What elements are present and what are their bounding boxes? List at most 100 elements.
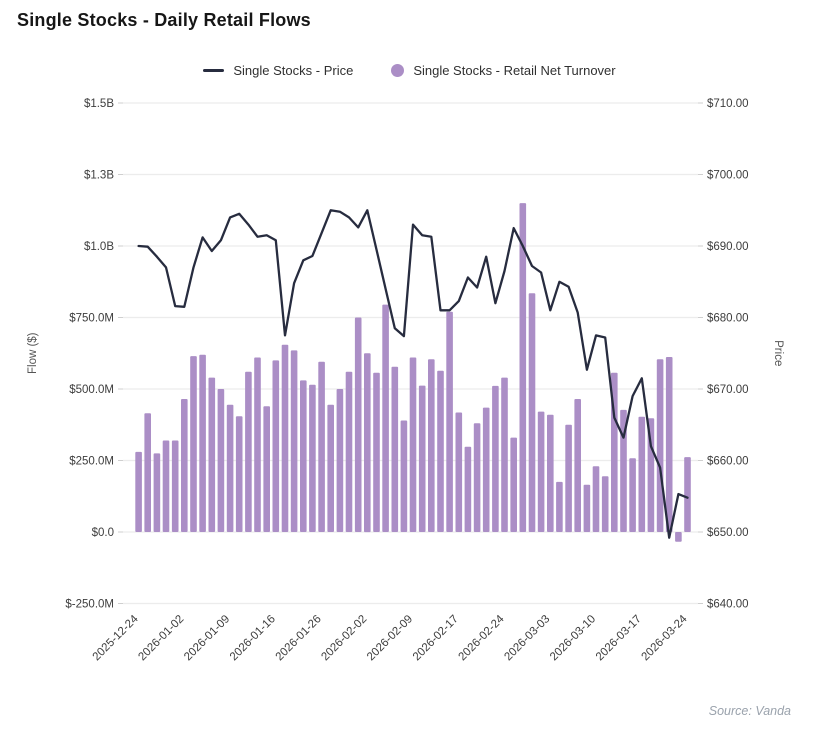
turnover-bar [217, 389, 225, 532]
svg-text:2026-02-09: 2026-02-09 [365, 613, 415, 663]
y-axis-left: $1.5B $1.3B $1.0B $750.0M $500.0M $250.0M $0.0… [65, 98, 114, 611]
svg-text:2026-01-26: 2026-01-26 [274, 613, 324, 663]
svg-text:$0.0: $0.0 [92, 527, 114, 539]
svg-text:$680.00: $680.00 [707, 313, 749, 325]
turnover-bar [601, 476, 609, 532]
svg-text:2026-03-10: 2026-03-10 [548, 613, 598, 663]
svg-text:2026-02-02: 2026-02-02 [319, 613, 369, 663]
turnover-bar [382, 304, 389, 532]
turnover-bar [428, 359, 435, 532]
turnover-bar [354, 317, 362, 532]
turnover-bar [144, 413, 151, 532]
turnover-bar [190, 356, 197, 532]
svg-text:$710.00: $710.00 [707, 98, 749, 110]
turnover-bar [418, 385, 426, 532]
turnover-bar [492, 385, 499, 532]
turnover-bar [181, 399, 188, 532]
turnover-bar [446, 311, 453, 532]
turnover-bar [647, 418, 655, 532]
turnover-circle-icon [391, 64, 405, 77]
turnover-bar [162, 440, 170, 532]
svg-text:$-250.0M: $-250.0M [65, 599, 114, 611]
svg-text:$250.0M: $250.0M [69, 456, 114, 468]
legend-item-turnover[interactable]: Single Stocks - Retail Net Turnover [391, 63, 616, 78]
turnover-bar [327, 404, 334, 532]
turnover-bar [519, 203, 527, 532]
svg-text:2026-02-17: 2026-02-17 [411, 613, 461, 663]
turnover-bar [400, 420, 408, 532]
turnover-bar [364, 353, 371, 533]
svg-text:$660.00: $660.00 [707, 456, 749, 468]
turnover-bar [391, 366, 399, 532]
price-line-icon [203, 69, 225, 72]
turnover-bar [620, 409, 627, 532]
flow-axis-title: Flow ($) [27, 332, 39, 374]
svg-text:$670.00: $670.00 [707, 384, 749, 396]
turnover-bar [638, 416, 646, 532]
turnover-bar [345, 371, 353, 532]
turnover-bar [665, 357, 673, 532]
turnover-bar [336, 389, 344, 532]
turnover-bar [528, 293, 536, 532]
turnover-bar [574, 399, 581, 532]
y-axis-right: $710.00 $700.00 $690.00 $680.00 $670.00 $660.… [707, 98, 749, 611]
turnover-bar [226, 404, 234, 532]
svg-text:$700.00: $700.00 [707, 170, 749, 182]
turnover-bar [263, 406, 270, 532]
legend-price-label: Single Stocks - Price [233, 63, 354, 78]
svg-text:$750.0M: $750.0M [69, 313, 114, 325]
turnover-bar [245, 371, 252, 532]
turnover-bar [437, 370, 444, 532]
legend-item-price[interactable]: Single Stocks - Price [203, 63, 353, 78]
turnover-bar [482, 407, 490, 532]
turnover-bar [171, 440, 179, 532]
turnover-bar [318, 361, 325, 532]
svg-text:$1.5B: $1.5B [84, 98, 114, 110]
turnover-bar [281, 344, 289, 532]
turnover-bar [235, 416, 243, 532]
svg-text:2026-03-03: 2026-03-03 [502, 613, 552, 663]
turnover-bar [556, 481, 563, 532]
price-axis-title: Price [772, 340, 784, 366]
svg-text:$650.00: $650.00 [707, 527, 749, 539]
turnover-bar [290, 350, 298, 532]
turnover-bar [254, 357, 261, 532]
turnover-bar [464, 446, 472, 532]
turnover-bar [300, 380, 307, 532]
chart-title: Single Stocks - Daily Retail Flows [17, 10, 311, 30]
turnover-bar [583, 484, 591, 532]
svg-text:2026-03-24: 2026-03-24 [640, 613, 691, 664]
turnover-bar [455, 412, 463, 532]
turnover-bar [153, 453, 161, 532]
svg-text:$690.00: $690.00 [707, 241, 749, 253]
legend-turnover-label: Single Stocks - Retail Net Turnover [413, 63, 616, 78]
turnover-bar [537, 411, 545, 532]
turnover-bar [547, 414, 554, 532]
turnover-bar [592, 466, 600, 532]
svg-text:2026-01-16: 2026-01-16 [228, 613, 278, 663]
turnover-bar [473, 423, 481, 532]
turnover-bar [135, 451, 142, 532]
svg-text:2026-01-02: 2026-01-02 [136, 613, 186, 663]
price-line-series[interactable] [137, 209, 689, 539]
turnover-bar [309, 384, 316, 532]
chart-canvas[interactable]: $1.5B $1.3B $1.0B $750.0M $500.0M $250.0M $0.0… [0, 90, 819, 715]
turnover-bar [199, 354, 206, 532]
svg-text:$640.00: $640.00 [707, 599, 749, 611]
turnover-bar [208, 377, 216, 532]
source-note: Source: Vanda [708, 704, 791, 718]
turnover-bar [501, 377, 508, 532]
chart-legend: Single Stocks - Price Single Stocks - Re… [0, 63, 819, 78]
turnover-bar [675, 532, 682, 542]
turnover-bar [510, 437, 517, 532]
svg-text:$500.0M: $500.0M [69, 384, 114, 396]
turnover-bars-series[interactable] [135, 203, 691, 542]
turnover-bar [565, 424, 572, 533]
x-axis: 2025-12-242026-01-022026-01-092026-01-16… [91, 613, 690, 664]
svg-text:$1.0B: $1.0B [84, 241, 114, 253]
turnover-bar [373, 372, 380, 532]
svg-text:2026-03-17: 2026-03-17 [594, 613, 644, 663]
svg-text:$1.3B: $1.3B [84, 170, 114, 182]
svg-text:2026-02-24: 2026-02-24 [457, 613, 508, 664]
